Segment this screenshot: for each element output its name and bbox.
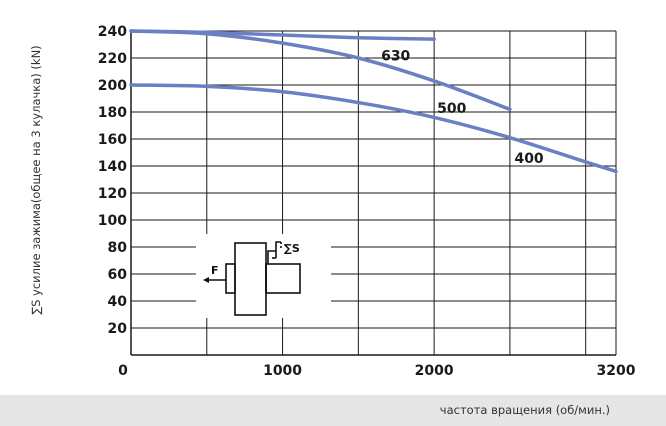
y-tick-label: 40 xyxy=(108,294,128,310)
grid xyxy=(131,30,616,355)
y-tick-label: 200 xyxy=(98,78,127,94)
series-label-400: 400 xyxy=(514,151,543,167)
y-tick-label: 240 xyxy=(98,24,127,40)
y-tick-label: 20 xyxy=(108,321,128,337)
y-tick-label: 160 xyxy=(98,132,127,148)
series-line-500 xyxy=(129,29,512,112)
x-tick-label: 2000 xyxy=(415,363,454,379)
force-label: F xyxy=(211,264,219,277)
y-tick-label: 180 xyxy=(98,105,127,121)
chuck-back xyxy=(225,263,236,294)
series-labels: 630 500 400 xyxy=(381,48,544,167)
y-tick-label: 120 xyxy=(98,186,127,202)
x-tick-label: 0 xyxy=(118,363,128,379)
series-line-400 xyxy=(129,83,618,174)
y-tick-label: 60 xyxy=(108,267,128,283)
y-tick-label: 80 xyxy=(108,240,128,256)
plot-area-background xyxy=(0,0,666,395)
series-label-500: 500 xyxy=(437,101,466,117)
inset-background xyxy=(196,234,331,318)
y-axis-label: ∑S усилие зажима(общее на 3 кулачка) (kN… xyxy=(29,45,43,314)
series-curves xyxy=(129,29,618,174)
x-axis-label: частота вращения (об/мин.) xyxy=(440,403,610,417)
chuck-inset-diagram: F ∑S xyxy=(196,234,331,318)
y-tick-label: 140 xyxy=(98,159,127,175)
y-tick-label: 220 xyxy=(98,51,127,67)
series-label-630: 630 xyxy=(381,48,410,64)
x-tick-label: 1000 xyxy=(263,363,302,379)
y-tick-label: 100 xyxy=(98,213,127,229)
x-tick-labels: 0 1000 2000 3200 xyxy=(118,363,636,379)
force-arrow-head xyxy=(203,277,209,283)
y-tick-labels: 20 40 60 80 100 120 140 160 180 200 220 240 xyxy=(98,24,127,337)
x-tick-label: 3200 xyxy=(597,363,636,379)
sum-label: ∑S xyxy=(284,242,300,255)
